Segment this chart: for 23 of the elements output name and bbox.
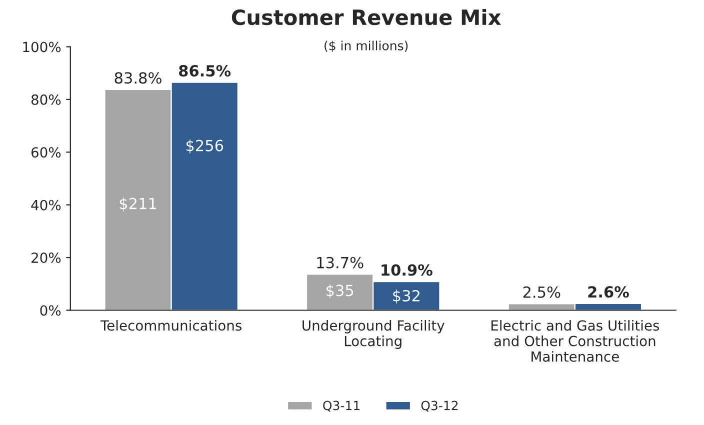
data-label: 83.8% — [114, 72, 162, 84]
x-tick-label: Telecommunications — [100, 320, 242, 331]
data-label: 10.9% — [382, 264, 432, 276]
y-tick-label: 20% — [32, 252, 61, 264]
y-tick-label: 40% — [31, 200, 61, 210]
chart-subtitle: ($ in millions) — [324, 40, 408, 52]
annotation: $32 — [393, 290, 420, 304]
legend-label: Q3-11 — [323, 400, 360, 412]
data-label: 2.5% — [523, 286, 560, 298]
annotation: $35 — [326, 284, 354, 298]
y-tick-label: 60% — [31, 147, 61, 158]
x-tick-label: Underground Facility Locating — [302, 320, 444, 349]
data-label: 2.6% — [588, 286, 629, 298]
data-label: 86.5% — [179, 65, 231, 77]
x-tick-label: Electric and Gas Utilities and Other Construction Maintenance — [491, 320, 660, 362]
legend-label: Q3-12 — [421, 400, 458, 412]
chart-title: Customer Revenue Mix — [232, 9, 501, 26]
data-label: 13.7% — [317, 256, 364, 268]
annotation: $211 — [120, 197, 156, 212]
annotation: $256 — [186, 139, 224, 154]
y-tick-label: 100% — [23, 42, 61, 52]
y-tick-label: 0% — [40, 305, 61, 316]
y-tick-label: 80% — [31, 94, 61, 105]
